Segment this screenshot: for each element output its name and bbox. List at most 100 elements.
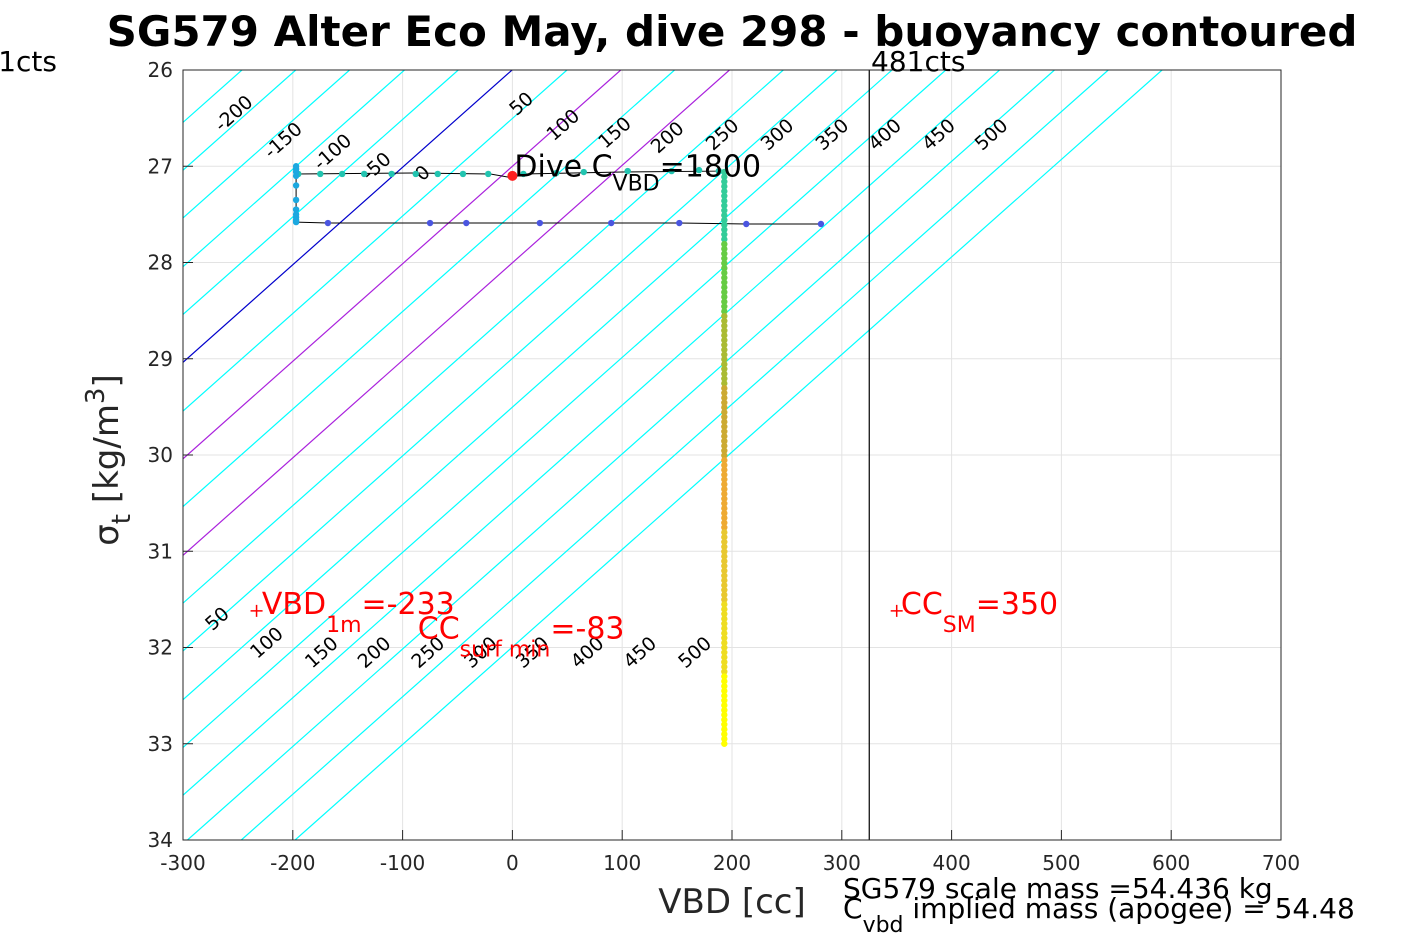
contour-line <box>187 70 1055 840</box>
data-points <box>292 163 825 747</box>
data-point <box>721 413 728 421</box>
dive-c-point <box>507 170 518 181</box>
data-point <box>721 361 728 368</box>
vbd-1m-value: =-233 <box>362 587 455 622</box>
data-point <box>721 625 728 632</box>
data-point <box>721 317 728 325</box>
data-point <box>721 658 728 666</box>
data-point <box>721 284 728 291</box>
data-point <box>721 346 728 353</box>
data-point <box>721 716 728 723</box>
data-point <box>292 196 300 204</box>
y-label-symbol: σ <box>87 524 127 546</box>
data-point <box>721 380 728 387</box>
data-point <box>721 582 728 589</box>
data-point <box>721 572 728 579</box>
data-point <box>553 169 560 177</box>
data-point <box>721 183 728 190</box>
data-point <box>721 702 728 709</box>
y-label-units: [kg/m <box>87 404 127 514</box>
chart-title: SG579 Alter Eco May, dive 298 - buoyancy… <box>107 7 1358 56</box>
x-axis-ticks: -300 -200 -100 0 100 200 300 400 500 600 700 <box>160 830 1300 875</box>
data-point <box>721 452 728 459</box>
data-point <box>292 172 300 180</box>
plus-marker <box>250 604 263 617</box>
data-point <box>721 173 728 181</box>
data-point <box>721 433 728 440</box>
dive-c-sub: VBD <box>613 171 660 196</box>
y-tick-label: 31 <box>148 539 173 563</box>
y-label-sub: t <box>107 514 137 524</box>
data-point <box>721 519 728 526</box>
data-point <box>721 692 728 699</box>
cc-surf-sub: surf min <box>460 637 551 662</box>
cc-sm-annotation: CCSM=350 <box>901 587 1058 638</box>
implied-sub: vbd <box>863 913 904 938</box>
data-point <box>721 721 728 728</box>
data-point <box>721 639 728 647</box>
y-tick-label: 29 <box>148 347 173 371</box>
special-points <box>250 170 903 617</box>
contour-line <box>183 70 405 268</box>
data-point <box>721 735 728 743</box>
x-tick-label: -100 <box>380 851 425 875</box>
data-point <box>721 610 728 618</box>
data-point <box>412 170 419 178</box>
data-point <box>721 168 728 176</box>
data-point <box>721 514 728 522</box>
data-point <box>721 447 728 454</box>
data-point <box>721 178 728 185</box>
y-label-units-sup: 3 <box>81 388 111 405</box>
data-point <box>721 557 728 565</box>
data-point <box>721 654 728 661</box>
vbd-1m-sub: 1m <box>326 613 361 638</box>
data-point <box>520 170 527 178</box>
data-point <box>388 170 395 178</box>
contour-line <box>183 70 893 701</box>
data-point <box>721 485 728 493</box>
implied-value: implied mass (apogee) = 54.48 <box>904 892 1355 925</box>
cc-sm-sub: SM <box>943 613 976 638</box>
data-point <box>721 673 728 680</box>
data-point <box>721 620 728 627</box>
data-point <box>721 471 728 478</box>
contour-line <box>183 70 947 749</box>
data-point <box>317 170 324 178</box>
data-point <box>721 533 728 541</box>
data-point <box>721 236 728 243</box>
data-point <box>721 197 728 205</box>
data-point <box>721 356 728 363</box>
data-point <box>580 168 587 176</box>
y-label-units-close: ] <box>87 374 127 387</box>
x-tick-label: 500 <box>1042 851 1080 875</box>
plus-marker <box>890 604 903 617</box>
contour-line <box>183 70 513 364</box>
dive-c-annotation: Dive CVBD=1800 <box>514 149 761 196</box>
data-point <box>721 260 728 267</box>
data-point <box>721 274 728 281</box>
data-point <box>721 221 728 229</box>
cc-sm-value: =350 <box>976 587 1058 622</box>
data-point <box>434 170 441 178</box>
data-point <box>668 167 675 175</box>
data-point <box>721 264 728 272</box>
data-point <box>721 730 728 738</box>
contour-line <box>183 70 568 412</box>
data-point <box>721 461 728 469</box>
data-point <box>721 409 728 416</box>
data-point <box>721 509 728 517</box>
data-point <box>721 490 728 498</box>
data-point <box>721 586 728 594</box>
contour-line <box>183 70 1000 797</box>
x-axis-label: VBD [cc] <box>658 882 806 922</box>
data-point <box>721 687 728 695</box>
data-point <box>292 206 300 213</box>
data-point <box>721 394 728 402</box>
data-point <box>721 255 728 262</box>
x-tick-label: -300 <box>160 851 205 875</box>
contour-line <box>183 70 459 316</box>
data-point <box>721 423 728 430</box>
data-point <box>721 308 728 315</box>
